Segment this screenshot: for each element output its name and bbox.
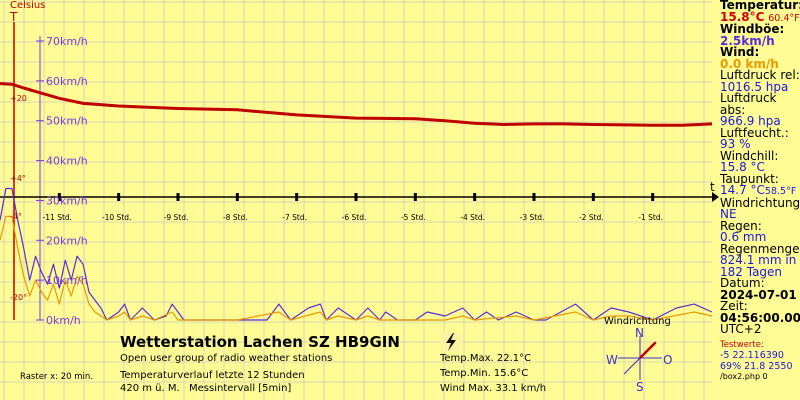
compass-o: O [663,353,673,367]
gust-label: Windböe: [720,22,785,36]
humidity-value: 93 % [720,137,751,151]
press-rel-label: Luftdruck rel: [720,68,800,82]
time-tick-label: -3 Std. [520,213,545,222]
wind-tick-label: 10km/h [46,274,88,287]
compass-s: S [636,380,644,394]
temp-row: 15.8°C 60.4°F [720,9,800,25]
rain-sum-value: 824.1 mm in [720,253,797,267]
time-tick-label: -8 Std. [223,213,248,222]
station-altitude: 420 m ü. M. [120,383,180,394]
time-tick-label: -9 Std. [164,213,189,222]
wind-tick-label: 50km/h [46,115,88,128]
wind-tick-label: 30km/h [46,194,88,207]
time-label: Zeit: [720,299,748,313]
test-line-1: -5 22.116390 [720,349,784,361]
temp-label: Temperatur: [720,0,800,12]
time-tick-label: -7 Std. [282,213,307,222]
time-axis-arrow [712,192,719,202]
temp-tick-label: -20° [10,293,27,302]
series-temperatur [0,82,713,127]
time-tick-label: -1 Std. [638,213,663,222]
press-abs-label: Luftdruck abs: [720,91,777,117]
press-rel-value: 1016.5 hpa [720,79,789,94]
info-panel: Temperatur: 15.8°C 60.4°F Windböe: 2.5km… [720,0,800,382]
rain-value: 0.6 mm [720,230,767,244]
temp-unit-label: Celsius [10,0,46,11]
dewpoint-fahrenheit: 58.5°F [764,186,797,197]
time-tick-label: -10 Std. [102,213,131,222]
chart-axes: t [0,22,719,320]
compass-needle [639,341,657,359]
station-period: Temperaturverlauf letzte 12 Stunden [120,370,305,381]
wind-tick-label: 70km/h [46,35,88,48]
windchill-label: Windchill: [720,148,779,163]
rain-label: Regen: [720,218,762,233]
raster-label: Raster x: 20 min. [20,372,93,382]
dewpoint-row: 14.7 °C58.5°F [720,183,800,198]
station-interval: Messintervall [5min] [189,383,292,394]
time-value: 04:56:00.000 [720,310,800,325]
wind-compass [618,336,662,380]
wind-direction-value: NE [720,207,737,221]
wind-value: 0.0 km/h [720,56,779,71]
press-abs-value: 966.9 hpa [720,114,781,128]
temp-tick-label: -4° [10,212,22,221]
rain-sum-days: 182 Tagen [720,264,783,279]
time-axis-label: t [710,180,715,194]
wind-tick-label: 60km/h [46,75,88,88]
time-tick-label: -4 Std. [460,213,485,222]
test-line-2: 69% 21.8 2550 [720,360,793,372]
station-title: Wetterstation Lachen SZ HB9GIN [120,333,400,351]
temp-max: Temp.Max. 22.1°C [440,353,532,364]
gust-value: 2.5km/h [720,33,775,48]
temp-tick-label: +4° [10,174,26,183]
chart-ticks: -11 Std. -10 Std. -9 Std. -8 Std. -7 Std. -6 … [10,35,663,327]
date-label: Datum: [720,276,765,290]
humidity-label: Luftfeucht.: [720,125,789,140]
compass-n: N [635,326,644,340]
test-label: Testwerte: [720,339,764,350]
compass-w: W [606,353,618,367]
wind-label: Wind: [720,45,760,59]
time-tick-label: -11 Std. [43,213,72,222]
rain-sum-label: Regenmenge: [720,241,800,256]
station-subtitle: Open user group of radio weather station… [120,353,333,364]
temp-fahrenheit: 60.4°F [768,12,800,24]
dewpoint-celsius: 14.7 °C [720,183,765,197]
wind-max: Wind Max. 33.1 km/h [440,383,547,394]
wind-tick-label: 0km/h [46,314,81,327]
timezone: UTC+2 [720,322,762,336]
wind-tick-label: 40km/h [46,155,88,168]
footer-text: /box2.php 0 [720,371,768,381]
dewpoint-label: Taupunkt: [720,171,779,186]
wind-direction-label: Windrichtung: [720,195,800,210]
temp-tick-label: +20 [10,94,27,103]
wind-tick-label: 20km/h [46,234,88,247]
time-tick-label: -6 Std. [342,213,367,222]
lightning-icon [441,332,461,352]
time-tick-label: -5 Std. [401,213,426,222]
temp-unit-symbol: T [10,10,18,24]
date-value: 2024-07-01 [720,287,797,302]
series-wind [0,215,713,321]
temp-celsius: 15.8°C [720,9,765,24]
compass-title: Windrichtung [604,316,671,327]
temp-min: Temp.Min. 15.6°C [440,368,529,379]
time-tick-label: -2 Std. [579,213,604,222]
series-windböe [0,187,713,321]
windchill-value: 15.8 °C [720,160,765,174]
chart-series [0,82,713,321]
